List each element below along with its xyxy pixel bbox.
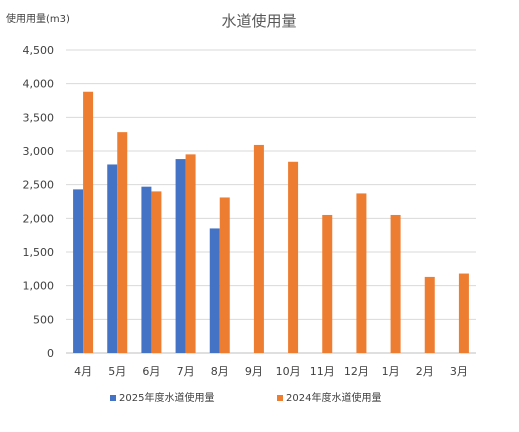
y-tick-label: 4,500 <box>23 44 55 57</box>
y-tick-label: 2,000 <box>23 212 55 225</box>
y-axis-ticks: 0 500 1,000 1,500 2,000 2,500 3,000 3,500 4,000 4… <box>23 44 55 360</box>
series-1 <box>73 159 220 353</box>
x-tick-label: 7月 <box>177 365 195 378</box>
x-axis-ticks: 4月 5月 6月 7月 8月 9月 10月 11月 12月 1月 2月 3月 <box>74 365 468 378</box>
bar-2-10 <box>390 214 401 353</box>
x-tick-label: 1月 <box>382 365 400 378</box>
x-tick-label: 8月 <box>211 365 229 378</box>
bar-1-1 <box>73 189 84 353</box>
x-tick-label: 2月 <box>416 365 434 378</box>
legend-item-2: 2024年度水道使用量 <box>277 391 381 404</box>
y-tick-label: 1,500 <box>23 246 55 259</box>
gridlines <box>66 49 476 354</box>
y-tick-label: 3,000 <box>23 145 55 158</box>
bar-2-4 <box>185 154 196 353</box>
bar-2-6 <box>253 144 264 353</box>
chart-title: 水道使用量 <box>221 12 296 30</box>
legend-label: 2024年度水道使用量 <box>286 391 381 404</box>
x-tick-label: 10月 <box>276 365 301 378</box>
bar-1-2 <box>107 164 118 353</box>
x-tick-label: 11月 <box>310 365 335 378</box>
y-tick-label: 500 <box>33 313 54 326</box>
x-tick-label: 3月 <box>450 365 468 378</box>
bar-2-9 <box>356 193 367 353</box>
bar-1-3 <box>141 186 152 353</box>
x-tick-label: 9月 <box>245 365 263 378</box>
bar-2-2 <box>117 132 128 353</box>
legend-item-1: 2025年度水道使用量 <box>110 391 214 404</box>
bar-2-12 <box>458 273 469 353</box>
y-tick-label: 3,500 <box>23 111 55 124</box>
series-2 <box>83 91 469 353</box>
x-tick-label: 5月 <box>108 365 126 378</box>
legend-swatch <box>110 395 116 401</box>
bar-2-7 <box>288 161 299 353</box>
bar-1-5 <box>209 228 220 353</box>
legend-label: 2025年度水道使用量 <box>119 391 214 404</box>
y-tick-label: 0 <box>47 347 54 360</box>
bar-2-8 <box>322 214 333 353</box>
y-tick-label: 1,000 <box>23 280 55 293</box>
y-tick-label: 2,500 <box>23 179 55 192</box>
legend: 2025年度水道使用量 2024年度水道使用量 <box>110 391 381 404</box>
bar-2-1 <box>83 91 94 353</box>
x-tick-label: 4月 <box>74 365 92 378</box>
bar-2-5 <box>219 197 230 353</box>
legend-swatch <box>277 395 283 401</box>
bar-2-11 <box>424 276 435 353</box>
bar-1-4 <box>175 159 186 353</box>
y-axis-label: 使用用量(m3) <box>6 12 70 25</box>
x-tick-label: 6月 <box>142 365 160 378</box>
bars <box>73 91 469 353</box>
x-tick-label: 12月 <box>344 365 369 378</box>
y-tick-label: 4,000 <box>23 78 55 91</box>
bar-2-3 <box>151 191 162 353</box>
